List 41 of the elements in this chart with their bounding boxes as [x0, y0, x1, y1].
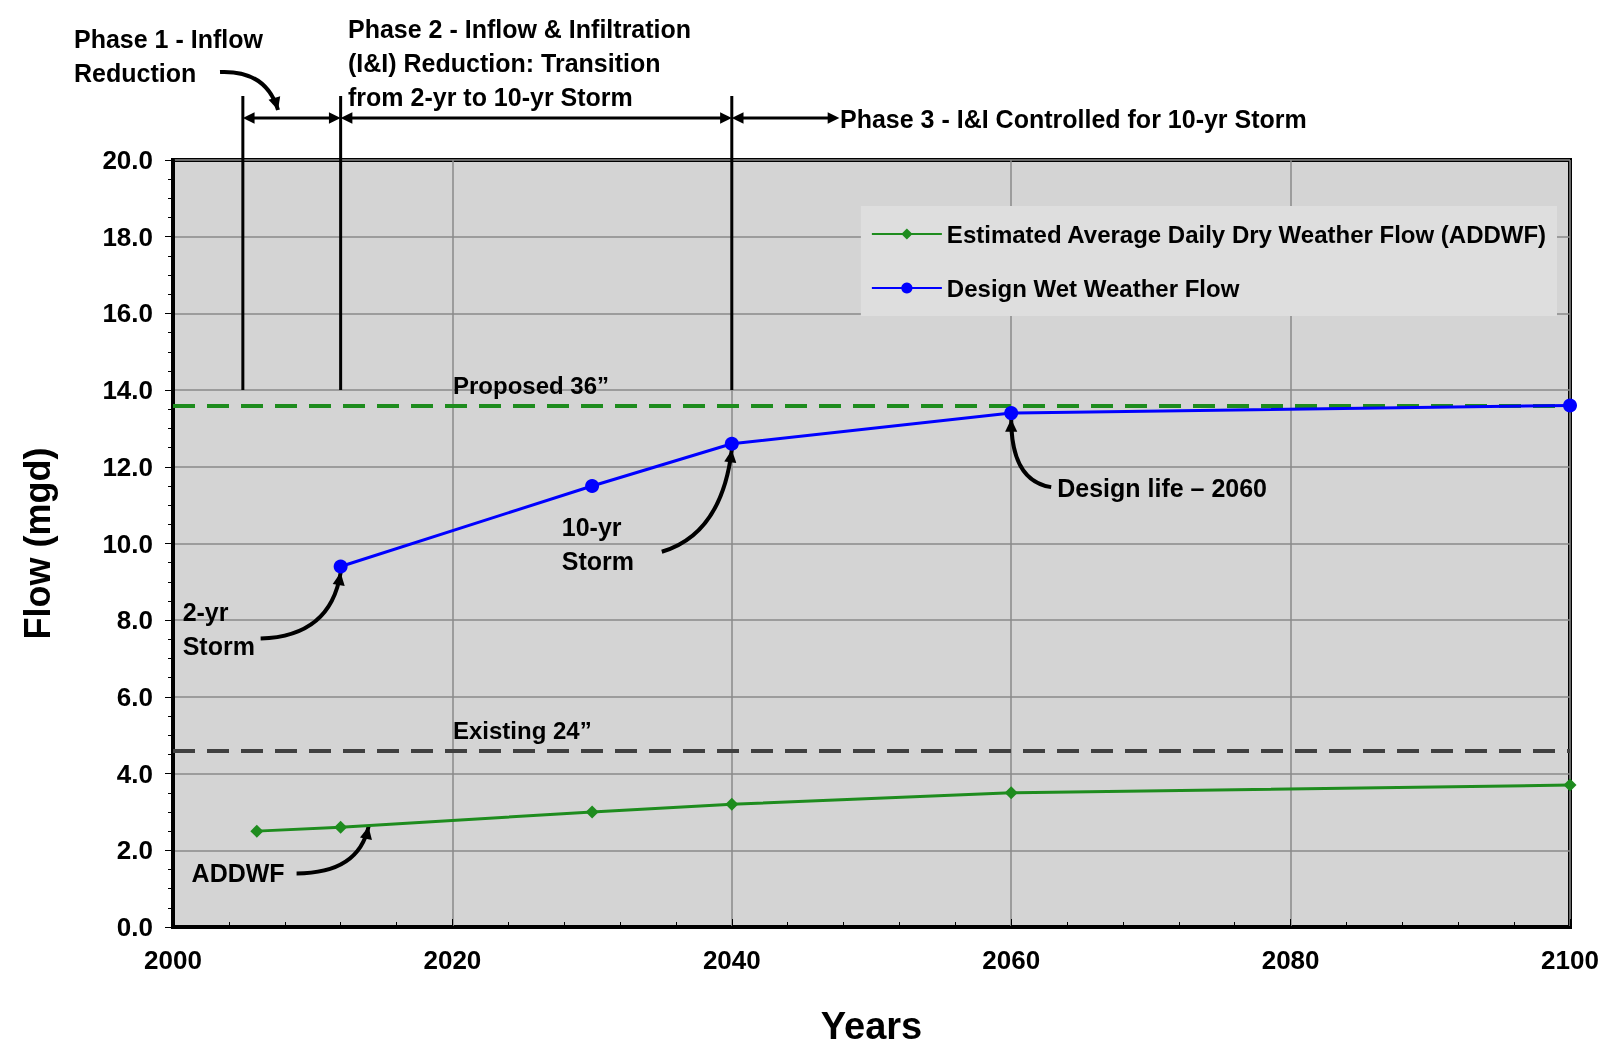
x-tick-label: 2100: [1541, 945, 1599, 975]
x-tick-label: 2000: [144, 945, 202, 975]
point: [250, 824, 264, 838]
y-tick-label: 12.0: [102, 451, 153, 482]
legend-label: Design Wet Weather Flow: [946, 274, 1240, 302]
y-tick-label: 8.0: [116, 605, 153, 636]
annotation: ADDWF: [191, 859, 285, 888]
point: [725, 797, 739, 811]
annotation: 10-yr Storm: [561, 512, 635, 575]
point: [724, 436, 739, 451]
y-tick-label: 0.0: [116, 912, 153, 942]
ref-line-label: Existing 24”: [453, 717, 592, 745]
y-tick-label: 10.0: [102, 528, 153, 559]
x-tick-label: 2020: [423, 945, 482, 975]
point: [1004, 786, 1018, 800]
text: Phase 1 - Inflow Reduction: [74, 25, 270, 87]
point: [1004, 406, 1019, 421]
y-tick-label: 20.0: [102, 145, 153, 175]
ref-line-label: Proposed 36”: [453, 371, 610, 399]
point: [585, 805, 599, 819]
y-tick-label: 4.0: [116, 758, 153, 789]
point: [1563, 778, 1577, 792]
y-tick-label: 6.0: [116, 681, 153, 712]
legend-label: Estimated Average Daily Dry Weather Flow (ADDWF): [946, 220, 1547, 248]
point: [334, 820, 348, 834]
y-tick-label: 18.0: [102, 221, 153, 252]
point: [1563, 398, 1577, 413]
x-tick-label: 2040: [702, 945, 761, 975]
y-tick-label: 14.0: [102, 375, 153, 406]
y-axis-title: Flow (mgd): [16, 447, 58, 640]
point: [585, 478, 600, 493]
annotation: Design life – 2060: [1057, 474, 1268, 503]
text: Phase 3 - I&I Controlled for 10-yr Storm: [840, 105, 1307, 133]
x-axis-title: Years: [820, 1005, 923, 1047]
text: Phase 2 - Inflow & Infiltration (I&I) Reduction: Transition from 2-yr to 10-yr Storm: [348, 15, 699, 111]
x-tick-label: 2080: [1261, 945, 1320, 975]
y-tick-label: 16.0: [102, 298, 153, 329]
y-tick-label: 2.0: [116, 835, 153, 866]
x-tick-label: 2060: [982, 945, 1041, 975]
annotation: 2-yr Storm: [182, 597, 255, 660]
point: [333, 559, 348, 574]
